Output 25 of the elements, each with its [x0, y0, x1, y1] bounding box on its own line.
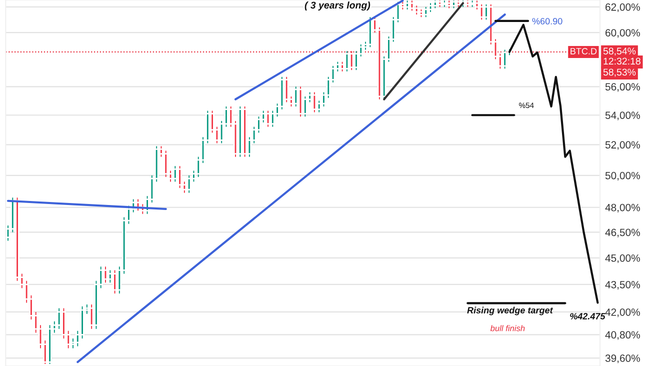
candlestick — [70, 338, 76, 349]
y-tick-label: 62,00% — [606, 3, 640, 12]
annotation: Rising wedge target — [467, 306, 554, 316]
y-tick-label: 56,00% — [605, 83, 640, 92]
annotation: BTC.D — [570, 48, 597, 54]
candlestick — [266, 110, 270, 128]
annotation: %42.475 — [570, 313, 606, 320]
candlestick — [103, 266, 108, 284]
text: 12:32:18 — [604, 58, 640, 65]
annotation: ( 3 years long) — [304, 1, 370, 11]
ref-line-label: 58,54% — [603, 48, 636, 56]
y-tick-label: 48,00% — [605, 204, 640, 212]
y-tick-label: 52,00% — [605, 141, 640, 150]
y-tick-label: 42,00% — [605, 308, 640, 318]
y-tick-label: 60,00% — [606, 29, 640, 38]
y-tick-label: 43,50% — [605, 280, 640, 290]
y-tick-label: 50,00% — [605, 172, 640, 181]
annotation: %60.90 — [532, 18, 562, 24]
text: 58,53% — [603, 68, 636, 77]
y-tick-label: 54,00% — [605, 112, 640, 120]
y-tick-label: 40,80% — [605, 331, 640, 340]
y-tick-label: 39,60% — [605, 354, 640, 364]
y-tick-label: 45,00% — [605, 254, 640, 264]
annotation: bull finish — [490, 325, 525, 332]
y-tick-label: 46,50% — [605, 228, 640, 238]
